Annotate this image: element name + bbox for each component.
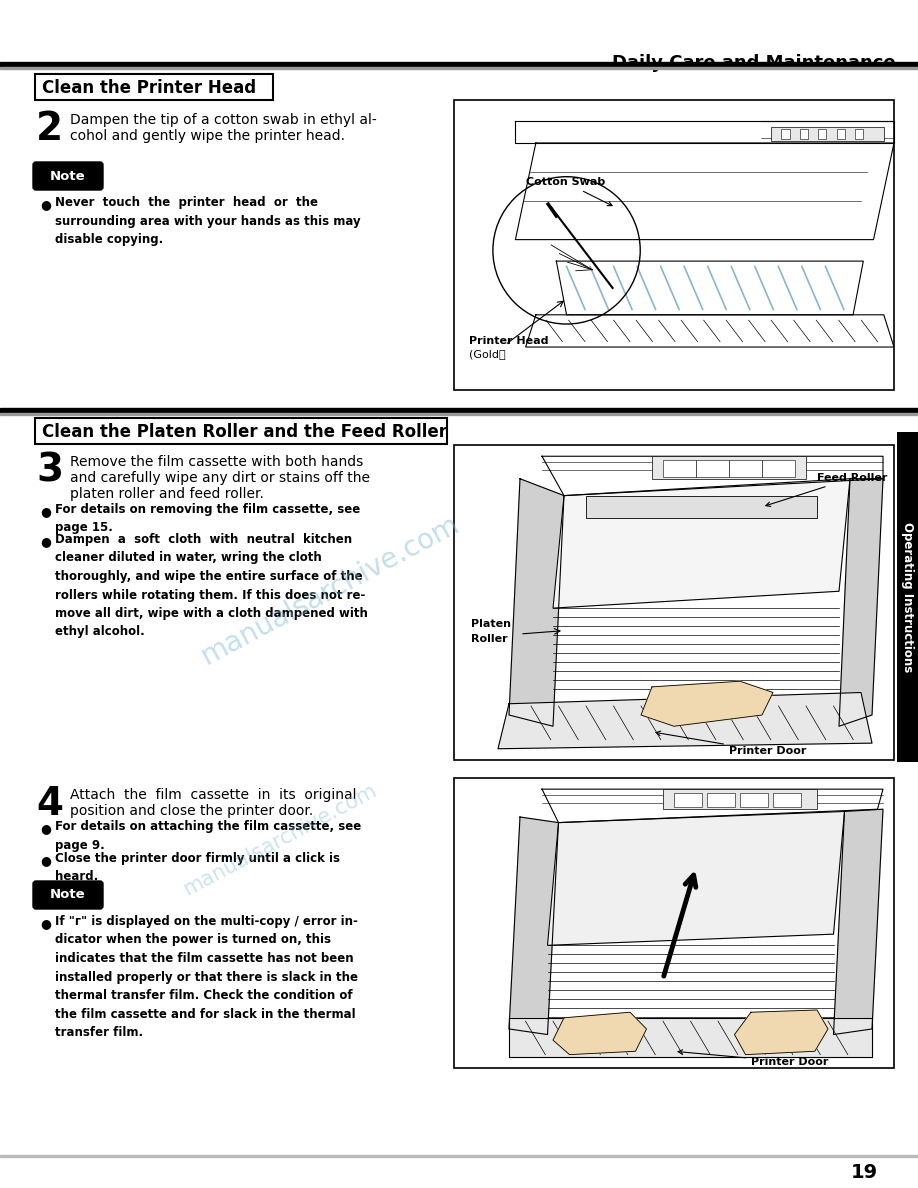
Text: ●: ● [40,535,51,548]
Text: Dampen  a  soft  cloth  with  neutral  kitchen
cleaner diluted in water, wring t: Dampen a soft cloth with neutral kitchen… [55,533,368,638]
Polygon shape [509,1018,872,1057]
Text: platen roller and feed roller.: platen roller and feed roller. [70,487,263,501]
Text: Platen: Platen [471,619,510,630]
Text: ●: ● [40,505,51,518]
Text: position and close the printer door.: position and close the printer door. [70,804,313,819]
Text: For details on attaching the film cassette, see
page 9.: For details on attaching the film casset… [55,820,362,852]
Bar [0,67,918,69]
Bar [454,446,894,760]
Text: Cotton Swab: Cotton Swab [526,177,612,206]
Text: Roller: Roller [471,634,507,644]
Text: If "г" is displayed on the multi-copy / error in-
dicator when the power is turn: If "г" is displayed on the multi-copy / … [55,915,358,1040]
Bar [740,792,767,807]
Bar [0,407,918,413]
Text: (Gold）: (Gold） [469,349,506,359]
Polygon shape [547,811,845,946]
Bar [696,460,729,476]
Bar [729,460,762,476]
Text: Operating Instructions: Operating Instructions [901,522,914,672]
Bar [707,792,734,807]
Polygon shape [498,693,872,748]
Text: Printer Head: Printer Head [469,336,549,346]
Polygon shape [553,479,850,608]
Text: ●: ● [40,822,51,835]
Bar [771,127,884,141]
Text: Remove the film cassette with both hands: Remove the film cassette with both hands [70,455,364,469]
Text: Note: Note [50,889,85,902]
Bar [781,129,789,139]
Polygon shape [553,1012,646,1055]
Text: 4: 4 [36,785,63,823]
Bar [773,792,800,807]
Bar [0,62,918,67]
Bar [818,129,826,139]
Text: Never  touch  the  printer  head  or  the
surrounding area with your hands as th: Never touch the printer head or the surr… [55,196,361,246]
Text: Note: Note [50,170,85,183]
Bar [674,792,701,807]
Bar [800,129,808,139]
Text: Daily Care and Maintenance: Daily Care and Maintenance [612,53,896,72]
Bar [663,460,696,476]
Bar [0,1155,918,1157]
Text: ●: ● [40,854,51,867]
Bar [0,413,918,415]
Text: cohol and gently wipe the printer head.: cohol and gently wipe the printer head. [70,129,345,143]
Text: manualsarchive.com: manualsarchive.com [196,510,464,670]
Bar [586,495,817,518]
FancyBboxPatch shape [33,162,103,190]
FancyBboxPatch shape [33,881,103,909]
Text: manualsarchive.com: manualsarchive.com [180,781,380,899]
Polygon shape [834,809,883,1035]
Bar [836,129,845,139]
Text: 19: 19 [851,1163,878,1182]
Text: For details on removing the film cassette, see
page 15.: For details on removing the film cassett… [55,503,360,535]
Polygon shape [641,681,773,726]
Text: Clean the Printer Head: Clean the Printer Head [42,78,256,97]
Bar [897,432,918,762]
Bar [762,460,795,476]
Text: Attach  the  film  cassette  in  its  original: Attach the film cassette in its original [70,788,356,802]
Polygon shape [509,479,564,726]
Text: 2: 2 [36,110,63,148]
Polygon shape [839,479,883,726]
Text: ●: ● [40,198,51,211]
Bar [454,778,894,1068]
Bar [855,129,863,139]
Polygon shape [734,1010,828,1055]
Bar [35,74,273,100]
Text: Dampen the tip of a cotton swab in ethyl al-: Dampen the tip of a cotton swab in ethyl… [70,113,376,127]
Bar [35,418,447,444]
Bar [663,789,817,809]
Text: and carefully wipe any dirt or stains off the: and carefully wipe any dirt or stains of… [70,470,370,485]
Bar [454,100,894,390]
Text: Close the printer door firmly until a click is
heard.: Close the printer door firmly until a cl… [55,852,340,884]
Text: Printer Door: Printer Door [678,1050,828,1067]
Bar [652,456,806,479]
Text: Printer Door: Printer Door [656,731,806,757]
Text: Feed Roller: Feed Roller [766,473,888,506]
Text: 3: 3 [36,451,63,489]
Polygon shape [509,817,558,1035]
Text: ●: ● [40,917,51,930]
Text: Clean the Platen Roller and the Feed Roller: Clean the Platen Roller and the Feed Rol… [42,423,447,441]
